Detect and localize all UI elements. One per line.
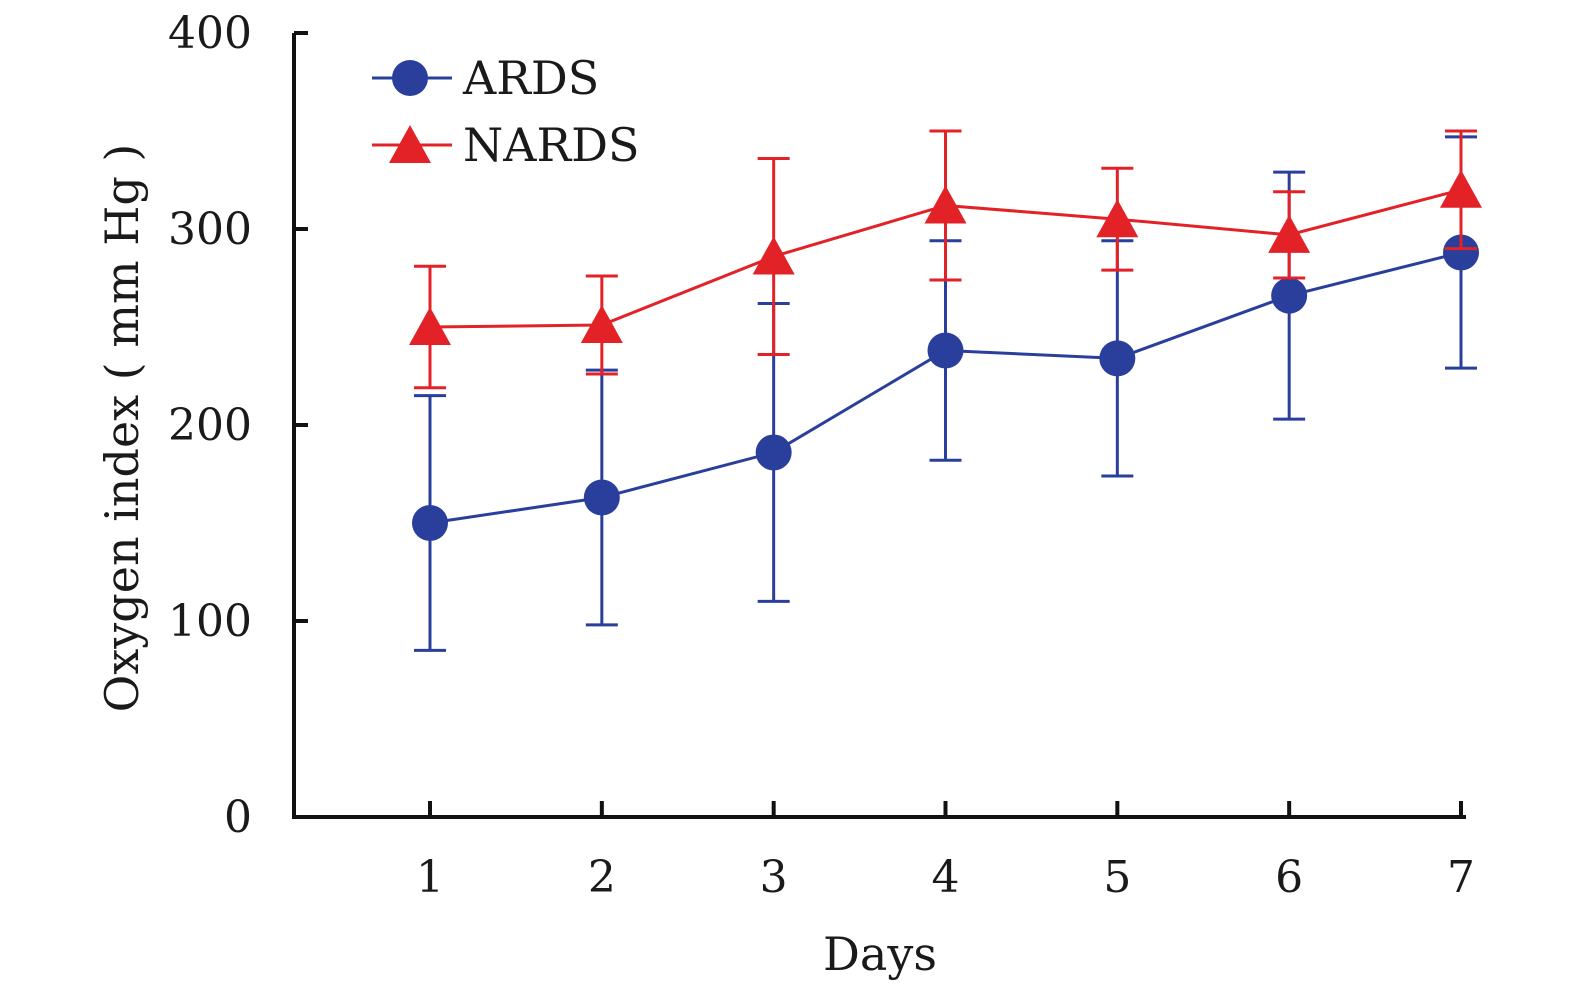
data-point xyxy=(924,185,967,224)
data-point xyxy=(755,434,792,471)
data-point xyxy=(412,505,448,541)
y-tick-label: 400 xyxy=(168,8,252,59)
x-ticks: 1 2 3 4 5 6 7 xyxy=(416,801,1475,903)
data-point xyxy=(580,305,623,344)
data-point xyxy=(1271,277,1308,314)
legend-label: NARDS xyxy=(463,118,640,172)
y-tick-label: 0 xyxy=(224,792,252,843)
data-point xyxy=(583,479,620,516)
legend-label: ARDS xyxy=(462,51,599,105)
data-point xyxy=(1440,169,1482,208)
legend-marker xyxy=(389,125,431,163)
legend-marker xyxy=(392,60,428,96)
legend: ARDS NARDS xyxy=(372,51,640,172)
x-tick-label: 2 xyxy=(588,852,616,903)
data-point xyxy=(1099,340,1136,377)
data-point xyxy=(1443,234,1479,271)
y-tick-label: 100 xyxy=(168,596,252,647)
x-tick-label: 1 xyxy=(416,852,444,903)
series-layer xyxy=(409,129,1482,652)
data-point xyxy=(409,307,451,345)
y-tick-label: 200 xyxy=(168,400,252,451)
y-ticks: 0 100 200 300 400 xyxy=(168,8,308,843)
x-tick-label: 6 xyxy=(1275,852,1303,903)
x-tick-label: 4 xyxy=(932,852,960,903)
x-tick-label: 3 xyxy=(760,852,788,903)
y-axis-title: Oxygen index ( mm Hg ) xyxy=(95,144,149,713)
data-point xyxy=(1268,214,1311,253)
y-tick-label: 300 xyxy=(168,204,252,255)
x-axis-title: Days xyxy=(823,927,937,981)
series-ards xyxy=(412,135,1479,652)
x-tick-label: 5 xyxy=(1103,852,1131,903)
x-tick-label: 7 xyxy=(1447,852,1475,903)
series-nards xyxy=(409,129,1482,390)
data-point xyxy=(752,236,795,275)
data-point xyxy=(927,332,964,369)
data-point xyxy=(1096,199,1139,238)
